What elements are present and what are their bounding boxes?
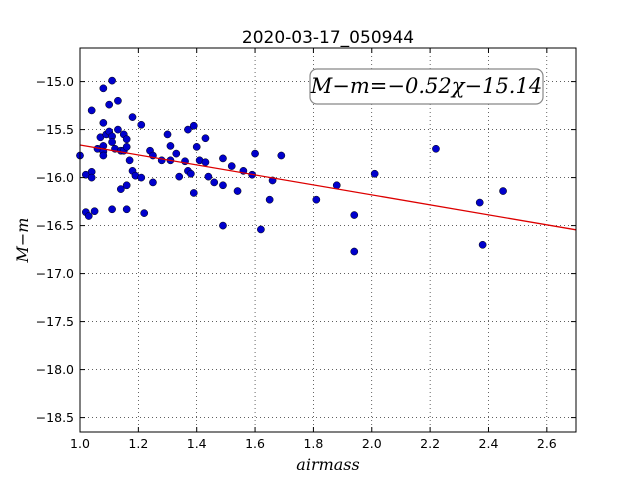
data-point [87,106,96,115]
y-tick-labels: −15.0 −15.5 −16.0 −16.5 −17.0 −17.5 −18.0 −18.5 [36,74,74,425]
annotation-text: M−m=−0.52χ−15.14 [310,74,542,98]
data-point [227,162,236,170]
data-point [149,178,157,187]
data-point [432,144,440,153]
data-point [125,156,134,165]
data-point [219,181,227,190]
data-point [99,119,108,127]
data-point [108,76,116,85]
data-point [163,130,172,139]
x-tick-label: 1.0 [70,436,90,451]
data-point [201,134,210,143]
data-point [233,187,242,195]
y-tick-label: −18.0 [36,362,74,377]
plot-background [80,48,576,432]
data-point [277,151,286,160]
data-point [122,181,131,190]
data-point [157,156,166,165]
data-point [172,149,181,158]
data-point [84,212,93,220]
data-point [108,205,116,214]
x-tick-label: 2.0 [362,436,382,451]
data-point [166,142,175,150]
x-tick-label: 1.2 [128,436,148,451]
chart-title: 2020-03-17_050944 [242,28,414,48]
data-point [122,143,131,151]
data-point [475,198,484,207]
data-point [184,125,192,134]
data-point [265,195,274,204]
data-point [99,151,108,160]
y-tick-label: −17.0 [36,266,74,281]
data-point [114,125,122,134]
data-point [189,121,198,130]
data-point [257,225,265,234]
data-point [187,169,195,178]
data-point [175,172,184,181]
data-point [108,138,116,146]
data-point [499,187,507,195]
x-tick-labels: 1.0 1.2 1.4 1.6 1.8 2.0 2.2 2.4 2.6 [70,436,557,451]
y-tick-label: −16.5 [36,218,74,233]
y-tick-label: −17.5 [36,314,74,329]
axis-ticks [79,48,576,432]
data-point [90,207,99,216]
data-point [350,247,359,256]
x-axis-label: airmass [296,455,359,474]
data-point [370,169,379,178]
data-point [137,120,146,129]
y-tick-label: −15.0 [36,74,74,89]
data-point [189,189,198,197]
data-point [251,149,259,158]
data-point [350,211,359,219]
data-point [478,240,487,249]
fit-line [79,144,577,231]
x-tick-label: 2.4 [479,436,499,451]
data-point [87,173,96,182]
data-point [137,173,146,182]
x-tick-label: 2.6 [537,436,557,451]
data-point [219,154,227,163]
data-point [116,185,125,193]
data-point [312,195,321,204]
x-tick-label: 1.6 [245,436,265,451]
x-tick-label: 2.2 [420,436,440,451]
x-tick-label: 1.8 [303,436,323,451]
fit-annotation: M−m=−0.52χ−15.14 [309,68,544,105]
data-point [122,205,131,214]
data-point [204,172,213,181]
annotation-box [309,68,544,105]
data-point [128,113,137,121]
data-point [99,84,108,93]
y-axis-label: M−m [13,218,32,264]
data-point [105,100,114,109]
data-point [122,135,131,144]
data-point [219,221,227,230]
data-point [192,143,201,151]
x-tick-label: 1.4 [187,436,207,451]
data-point [114,96,122,105]
data-point [140,209,149,217]
data-point [201,158,210,167]
y-tick-label: −16.0 [36,170,74,185]
plot-frame [79,47,577,433]
data-point [210,178,219,187]
y-tick-label: −15.5 [36,122,74,137]
data-points [76,76,507,256]
y-tick-label: −18.5 [36,410,74,425]
